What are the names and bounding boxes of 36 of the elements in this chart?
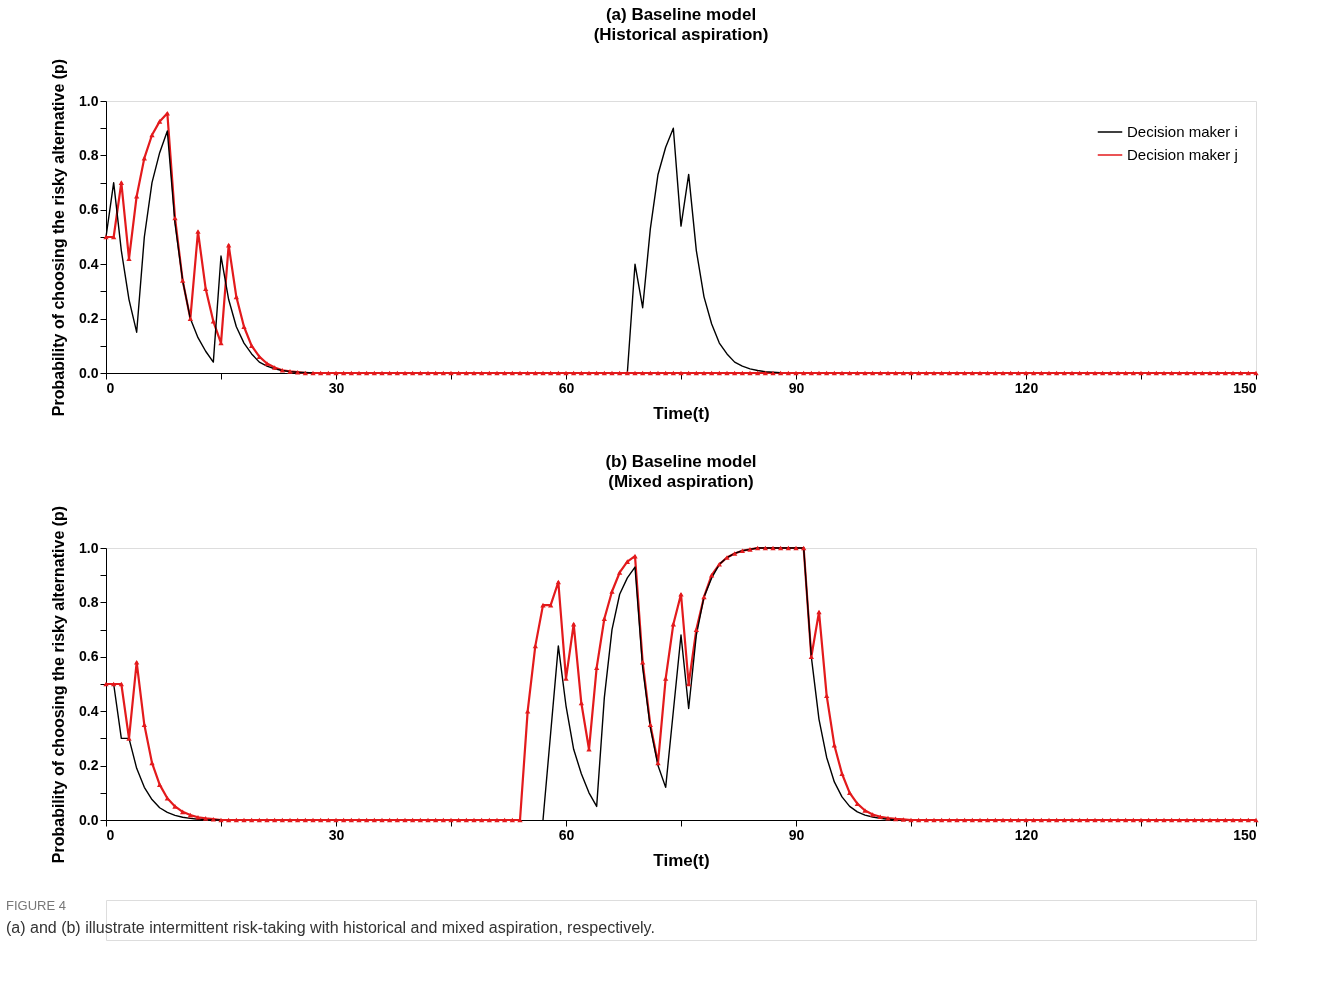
chart-subtitle: (Historical aspiration)	[593, 25, 769, 45]
y-tick-label: 0.8	[79, 593, 99, 610]
y-tick-label: 0.6	[79, 201, 99, 218]
x-axis-title: Time(t)	[653, 403, 710, 423]
x-tick-label: 60	[558, 826, 575, 843]
x-tick-label: 120	[1014, 826, 1039, 843]
y-tick-label: 1.0	[79, 539, 99, 556]
legend-label: Decision maker j	[1127, 146, 1238, 163]
x-axis-title: Time(t)	[653, 850, 710, 870]
x-tick-label: 30	[328, 379, 345, 396]
y-tick-label: 0.2	[79, 310, 99, 327]
x-tick-label: 90	[788, 826, 805, 843]
x-tick-label: 30	[328, 826, 345, 843]
caption: FIGURE 4	[6, 898, 66, 913]
legend-label: Decision maker i	[1127, 123, 1238, 140]
y-tick-label: 0.8	[79, 146, 99, 163]
x-tick-label: 150	[1233, 826, 1257, 843]
y-axis-title: Probability of choosing the risky alternative (p)	[50, 58, 68, 417]
y-tick-label: 0.4	[79, 255, 99, 272]
chart-subtitle: (Mixed aspiration)	[608, 472, 754, 492]
x-tick-label: 0	[106, 826, 115, 843]
x-tick-label: 0	[106, 379, 115, 396]
text: (a) and (b) illustrate intermittent risk-taking with historical and mixed aspiration, respectively.	[6, 919, 655, 936]
y-axis-title: Probability of choosing the risky alternative (p)	[50, 505, 68, 864]
x-tick-label: 90	[788, 379, 805, 396]
x-tick-label: 150	[1233, 379, 1257, 396]
chart-title: (b) Baseline model	[605, 452, 757, 472]
y-tick-label: 0.2	[79, 757, 99, 774]
y-tick-label: 0.0	[79, 811, 99, 828]
y-tick-label: 1.0	[79, 92, 99, 109]
y-tick-label: 0.6	[79, 648, 99, 665]
chart-title: (a) Baseline model	[605, 5, 757, 25]
x-tick-label: 120	[1014, 379, 1039, 396]
y-tick-label: 0.0	[79, 364, 99, 381]
y-tick-label: 0.4	[79, 702, 99, 719]
x-tick-label: 60	[558, 379, 575, 396]
